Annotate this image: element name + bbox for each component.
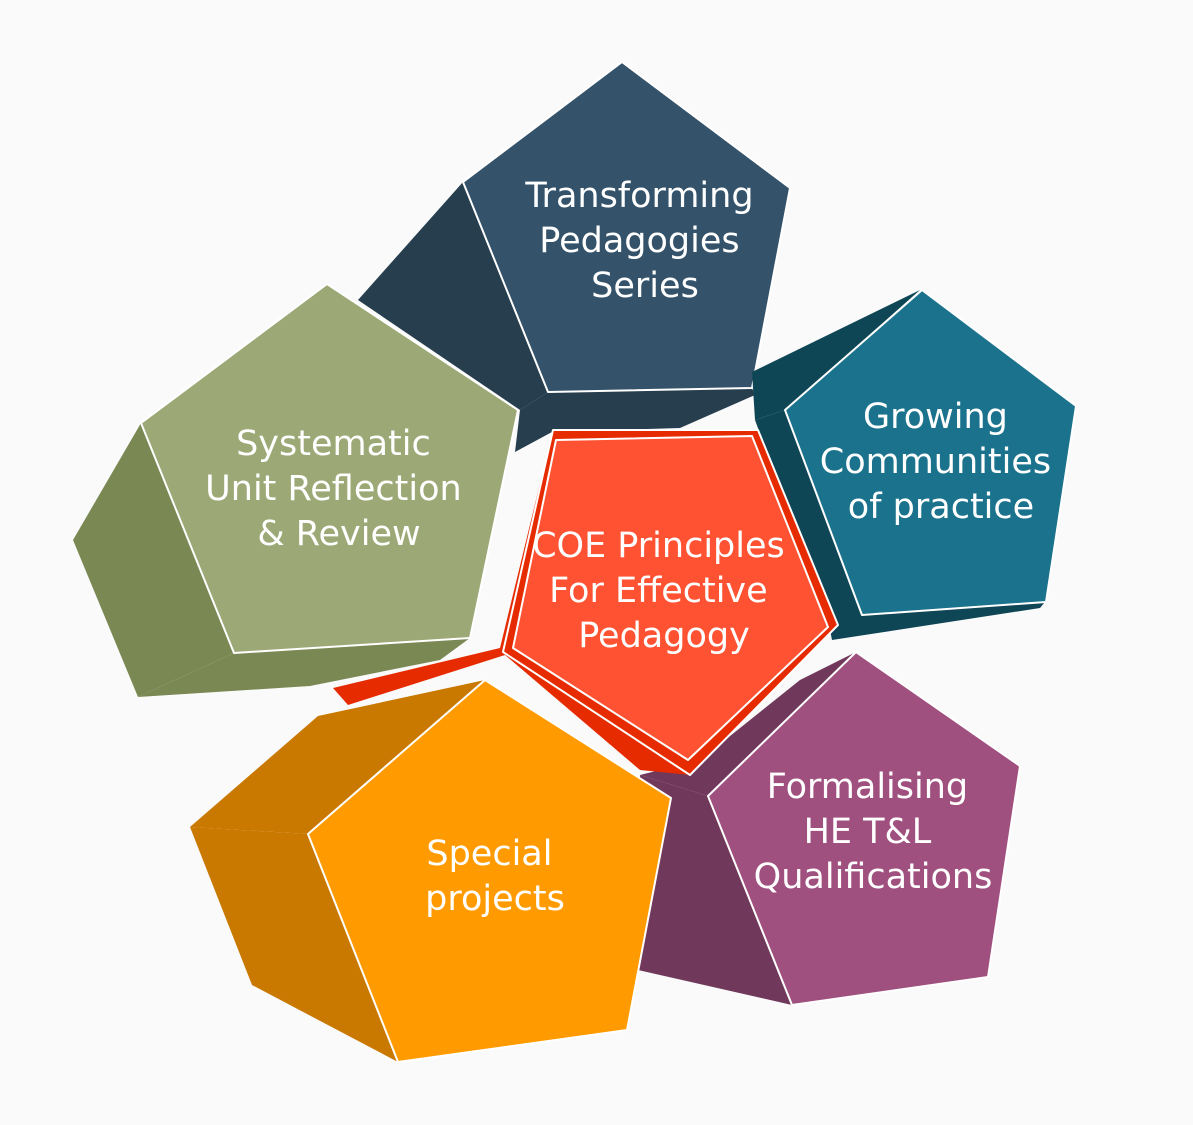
petal-growing-label-3: of practice: [848, 487, 1034, 527]
center-node-face-outline: [502, 429, 839, 776]
petal-transforming-side: [358, 182, 548, 410]
center-node-label-3: Pedagogy: [578, 616, 750, 656]
petal-growing: Growing Communities of practice: [752, 289, 1077, 640]
petal-special-side: [190, 680, 485, 834]
petal-special-label-2: projects: [425, 879, 565, 919]
petal-systematic-side: [73, 423, 234, 697]
petal-growing-label-1: Growing: [863, 397, 1008, 437]
petal-special: Special projects: [190, 679, 672, 1063]
petal-systematic-side-lower: [138, 638, 470, 697]
center-node-label-1: COE Principles: [532, 526, 785, 566]
petal-formalising-label-3: Qualifications: [754, 857, 993, 897]
svg-text:Systematic Unit Reflecti: Systematic Unit Reflection & Review: [205, 424, 473, 554]
petal-special-label-1: Special: [426, 834, 552, 874]
petal-formalising-side: [640, 652, 856, 796]
petal-transforming-label-1: Transforming: [524, 176, 753, 216]
petal-special-face: [307, 679, 672, 1063]
petal-formalising-side-lower: [638, 775, 792, 1005]
petal-growing-label-2: Communities: [820, 442, 1051, 482]
petal-growing-side-lower: [755, 410, 1045, 640]
petal-transforming-side-lower: [515, 388, 755, 452]
petal-transforming: Transforming Pedagogies Series: [358, 61, 791, 452]
petal-transforming-label-2: Pedagogies: [539, 221, 739, 261]
petal-formalising-face: [707, 651, 1021, 1006]
petal-systematic-label-1: Systematic: [236, 424, 431, 464]
petal-formalising-label-1: Formalising: [767, 767, 968, 807]
petal-transforming-label-3: Series: [591, 266, 699, 306]
petal-growing-side: [752, 290, 920, 420]
petal-growing-face: [784, 289, 1077, 616]
petal-special-side-lower: [190, 827, 398, 1062]
petal-formalising-label-2: HE T&L: [804, 812, 932, 852]
petal-systematic-face: [140, 283, 519, 654]
center-node-face: [512, 435, 829, 761]
petal-formalising: Formalising HE T&L Qualifications: [638, 651, 1021, 1006]
svg-text:Transforming Pedagogies: Transforming Pedagogies Series: [524, 176, 764, 306]
center-node: COE Principles For Effective Pedagogy: [333, 429, 839, 776]
svg-text:Formalising HE T&L: Formalising HE T&L Qualifications: [754, 767, 993, 897]
center-node-label-2: For Effective: [549, 571, 768, 611]
svg-text:COE Principles For Effec: COE Principles For Effective Pedagogy: [532, 526, 796, 656]
petal-systematic-label-2: Unit Reflection: [205, 469, 462, 509]
petal-systematic-label-3: & Review: [257, 514, 420, 554]
svg-text:Growing Communities: Growing Communities of practice: [820, 397, 1063, 527]
petal-systematic: Systematic Unit Reflection & Review: [73, 283, 519, 697]
petal-transforming-face: [462, 61, 791, 393]
svg-text:Special projects: Special projects: [425, 834, 565, 919]
